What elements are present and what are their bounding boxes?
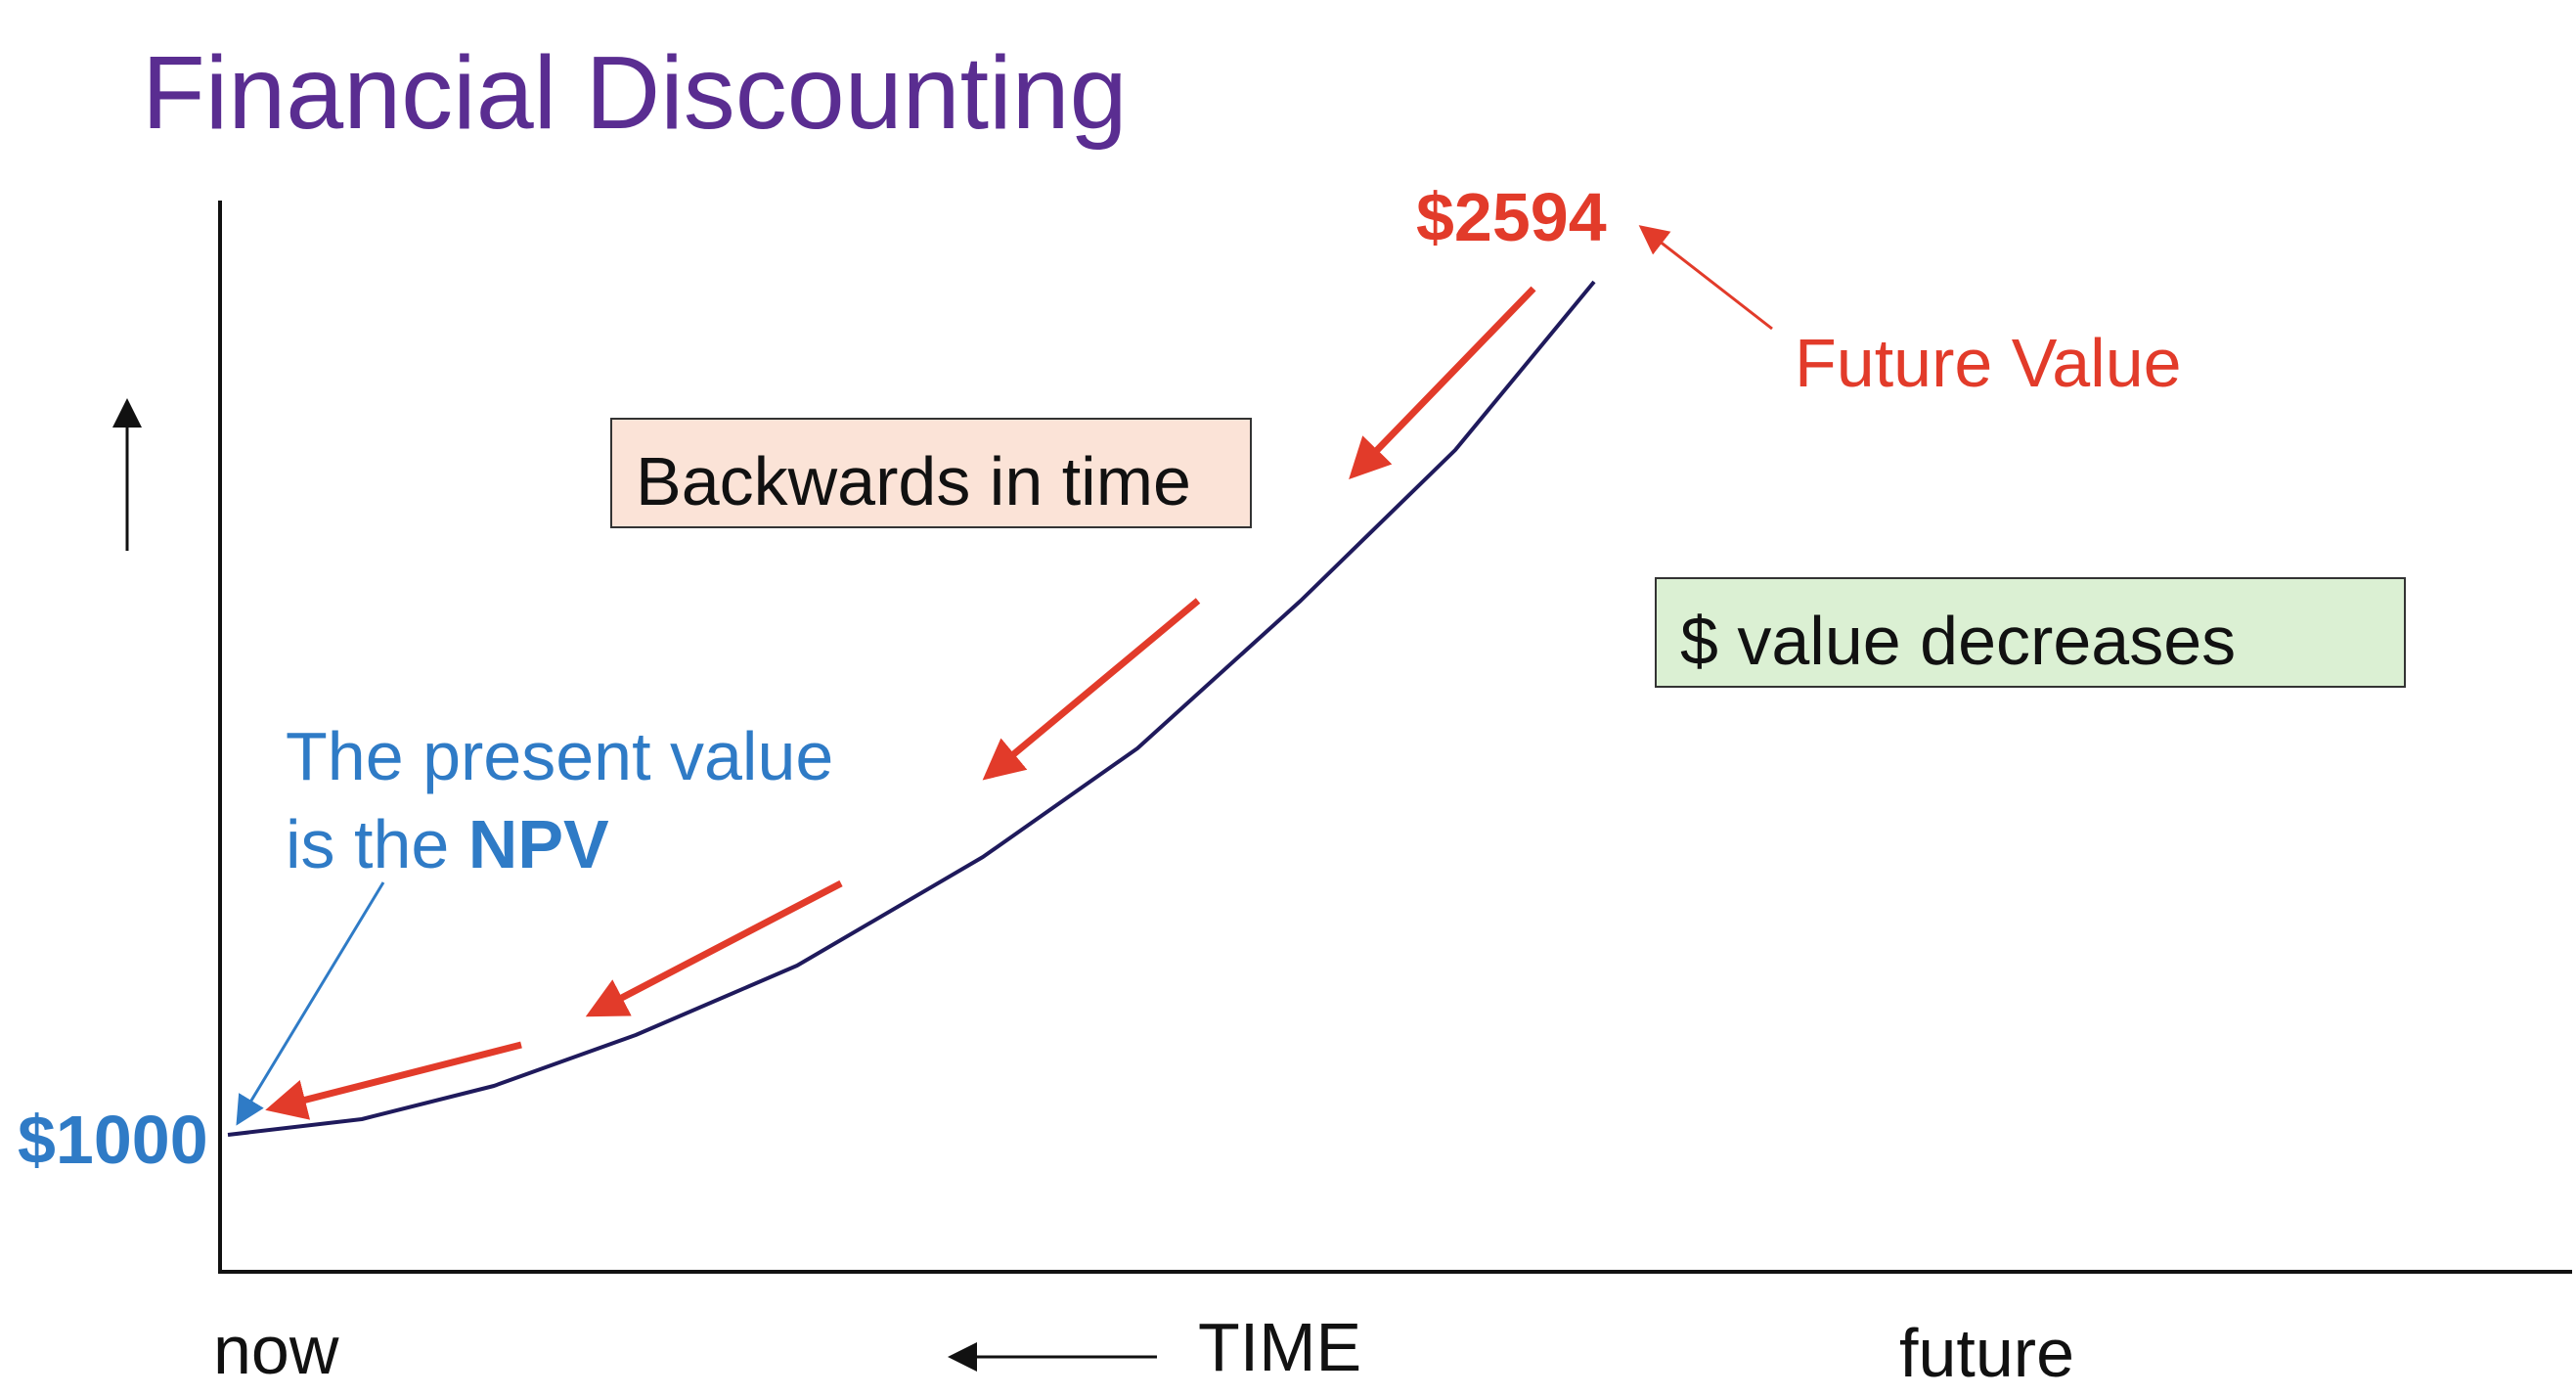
value-decreases-text: $ value decreases [1680, 603, 2237, 679]
value-decreases-box: $ value decreases [1655, 577, 2406, 688]
backwards-in-time-text: Backwards in time [636, 443, 1191, 519]
present-value-note-line2: is the NPV [286, 810, 609, 879]
present-value-pointer [236, 881, 385, 1126]
backwards-in-time-box: Backwards in time [610, 418, 1252, 528]
future-value-amount: $2594 [1416, 179, 1607, 255]
future-value-pointer [1638, 225, 1773, 331]
axis-label-now: now [213, 1312, 339, 1388]
axis-label-time: TIME [1198, 1309, 1362, 1385]
present-value-note-line1: The present value [286, 718, 834, 794]
axis-label-future: future [1899, 1315, 2074, 1391]
backward-arrow-3 [585, 879, 843, 1017]
backward-arrow-2 [982, 598, 1201, 781]
backward-arrow-1 [1349, 286, 1536, 480]
value-curve [227, 280, 1596, 1137]
backward-arrow-4 [265, 1041, 522, 1120]
present-value-note-prefix: is the [286, 806, 468, 882]
future-value-label: Future Value [1795, 325, 2182, 401]
npv-term: NPV [467, 806, 609, 882]
present-value-amount: $1000 [18, 1102, 208, 1178]
slide-title: Financial Discounting [142, 35, 1128, 151]
